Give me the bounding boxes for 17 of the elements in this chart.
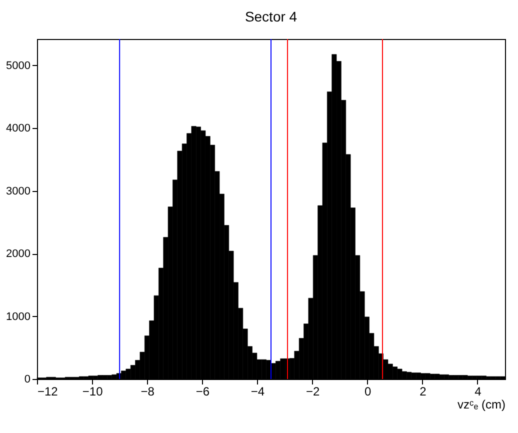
x-tick-label: 4	[474, 384, 482, 398]
x-tick-label: −2	[306, 384, 320, 398]
x-tick-label: −8	[140, 384, 155, 398]
y-tick-label: 5000	[6, 60, 30, 72]
x-axis-title: vzᶜₑ (cm)	[457, 398, 506, 412]
y-tick-label: 0	[24, 374, 30, 386]
x-tick-label: −4	[250, 384, 265, 398]
x-tick-label: 2	[420, 384, 427, 398]
x-tick-label: −6	[196, 384, 210, 398]
x-tick-label: 0	[364, 384, 372, 398]
y-tick-label: 4000	[6, 122, 30, 135]
y-tick-label: 3000	[6, 185, 30, 198]
x-tick-label: −10	[82, 384, 104, 398]
y-tick-label: 2000	[6, 248, 30, 260]
y-tick-label: 1000	[6, 310, 30, 323]
x-tick-label: −12	[38, 384, 58, 398]
chart-title: Sector 4	[244, 8, 298, 24]
